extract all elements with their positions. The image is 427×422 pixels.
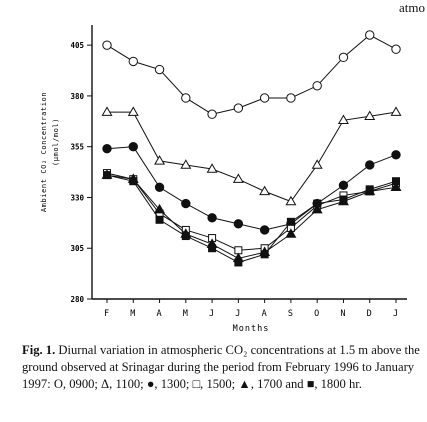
data-point-open-triangle	[206, 163, 218, 173]
data-point-open-circle	[391, 44, 401, 54]
series-line-filled-triangle	[106, 174, 397, 259]
data-point-open-circle	[338, 52, 349, 63]
data-point-filled-square	[365, 185, 374, 194]
x-tick-label: J	[235, 309, 241, 319]
data-point-filled-square	[339, 195, 348, 204]
data-point-filled-square	[313, 199, 322, 208]
data-point-filled-circle	[207, 213, 217, 223]
data-point-filled-square	[208, 244, 217, 253]
series-line-filled-square	[106, 174, 397, 263]
data-point-filled-triangle	[154, 203, 166, 214]
data-point-filled-square	[129, 177, 138, 186]
series-filled-triangle	[101, 169, 402, 263]
data-point-open-circle	[102, 40, 112, 50]
data-point-open-circle	[128, 56, 138, 67]
caption-text: Diurnal variation in atmospheric CO₂ con…	[22, 343, 420, 391]
x-tick-label: M	[183, 309, 189, 319]
series-line-open-square	[106, 172, 397, 251]
series-open-square	[103, 169, 400, 255]
series-open-circle	[102, 30, 401, 119]
data-point-filled-circle	[233, 219, 244, 229]
y-axis-label: Ambient CO₂ Concentration	[40, 92, 48, 212]
data-point-open-triangle	[259, 185, 271, 196]
series-filled-circle	[102, 141, 401, 235]
x-tick-label: M	[130, 309, 136, 319]
data-point-open-circle	[286, 93, 296, 103]
x-tick-label: D	[367, 309, 373, 319]
data-point-filled-circle	[391, 150, 401, 160]
x-tick-label: J	[209, 309, 215, 319]
y-tick-label: 380	[70, 92, 84, 101]
chart-series	[101, 30, 402, 267]
data-point-open-triangle	[154, 155, 166, 165]
y-tick-label: 280	[70, 295, 84, 304]
data-point-open-triangle	[337, 114, 349, 125]
co2-line-chart: 280 305 330 355 380 405 F M A M J J A S O N D J Ambient C…	[40, 25, 407, 334]
data-point-open-circle	[259, 93, 270, 103]
data-point-filled-triangle	[311, 203, 323, 214]
chart-axes	[91, 25, 407, 300]
data-point-open-circle	[233, 103, 244, 113]
data-point-filled-square	[155, 215, 164, 224]
data-point-open-circle	[154, 64, 165, 75]
x-tick-label: J	[393, 309, 399, 319]
data-point-open-circle	[312, 81, 322, 91]
y-tick-label: 330	[70, 193, 84, 202]
data-point-filled-circle	[338, 180, 349, 190]
data-point-filled-circle	[102, 144, 112, 154]
caption-lead: Fig. 1.	[22, 343, 56, 357]
x-tick-label: S	[288, 309, 294, 319]
page-fragment-text: atmo	[399, 0, 425, 15]
data-point-open-circle	[365, 30, 375, 40]
data-point-filled-triangle	[285, 228, 297, 238]
x-tick-label: A	[156, 309, 162, 319]
y-tick-label: 355	[70, 143, 84, 152]
data-point-open-triangle	[127, 106, 139, 116]
data-point-filled-circle	[154, 182, 165, 193]
data-point-filled-square	[234, 258, 243, 267]
data-point-open-triangle	[180, 159, 192, 169]
chart-ticks: 280 305 330 355 380 405 F M A M J J A S O N D J	[70, 41, 399, 319]
data-point-filled-square	[392, 177, 400, 186]
x-tick-label: F	[104, 309, 110, 319]
series-line-open-triangle	[107, 111, 397, 203]
y-axis-unit-label: (μmol/mol)	[52, 118, 60, 166]
data-point-open-circle	[181, 93, 191, 103]
data-point-filled-circle	[365, 160, 375, 170]
data-point-open-triangle	[232, 173, 244, 183]
data-point-filled-square	[260, 250, 269, 259]
x-axis-label: Months	[233, 324, 270, 334]
y-tick-label: 305	[70, 244, 84, 253]
y-tick-label: 405	[70, 41, 84, 50]
series-line-open-circle	[106, 34, 397, 115]
series-line-filled-circle	[106, 146, 397, 231]
series-filled-square	[103, 171, 400, 267]
data-point-filled-square	[181, 232, 190, 241]
data-point-filled-circle	[128, 141, 138, 152]
data-point-filled-square	[286, 217, 295, 226]
data-point-open-triangle	[101, 106, 113, 116]
data-point-filled-circle	[259, 225, 270, 235]
data-point-open-triangle	[285, 195, 297, 206]
data-point-open-triangle	[390, 106, 402, 116]
figure-caption: Fig. 1. Diurnal variation in atmospheric…	[22, 342, 420, 393]
x-tick-label: O	[314, 309, 320, 319]
x-tick-label: N	[340, 309, 346, 319]
data-point-filled-square	[103, 171, 111, 180]
data-point-open-triangle	[311, 159, 323, 169]
data-point-filled-circle	[181, 198, 191, 209]
data-point-filled-triangle	[390, 181, 402, 192]
x-tick-label: A	[262, 309, 268, 319]
data-point-open-triangle	[364, 110, 376, 120]
series-open-triangle	[101, 106, 402, 206]
data-point-open-circle	[207, 109, 217, 119]
